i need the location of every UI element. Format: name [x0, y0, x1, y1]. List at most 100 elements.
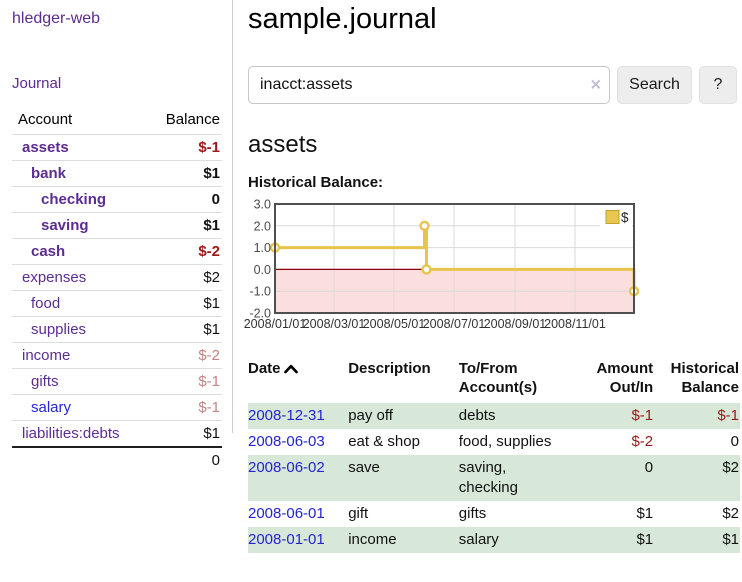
account-row: gifts $-1	[12, 368, 222, 395]
transaction-row: 2008-06-01 gift gifts $1 $2	[248, 501, 740, 527]
account-link[interactable]: cash	[31, 243, 66, 260]
transaction-balance: $2	[722, 459, 739, 476]
transaction-date-link[interactable]: 2008-06-01	[248, 505, 325, 522]
accounts-header-account: Account	[18, 111, 73, 128]
transaction-date-cell: 2008-12-31	[248, 403, 348, 429]
transaction-row: 2008-01-01 income salary $1 $1	[248, 527, 740, 553]
account-link[interactable]: food	[31, 295, 61, 312]
y-axis-tick-label: -1.0	[249, 285, 271, 299]
account-link[interactable]: supplies	[31, 321, 87, 338]
account-link[interactable]: checking	[41, 191, 107, 208]
account-row: income $-2	[12, 342, 222, 369]
register-header-row: Date Description To/From Account(s) Amou…	[248, 357, 740, 403]
account-balance: $-2	[145, 238, 222, 265]
y-axis-tick-label: -2.0	[249, 307, 271, 321]
help-button[interactable]: ?	[699, 66, 737, 104]
account-link[interactable]: bank	[31, 165, 67, 182]
transaction-date-cell: 2008-06-03	[248, 429, 348, 455]
account-row: checking 0	[12, 186, 222, 213]
transaction-accounts: food, supplies	[458, 433, 552, 450]
chart-title: Historical Balance:	[248, 174, 384, 191]
y-axis-tick-label: 2.0	[254, 219, 271, 233]
sidebar-item-journal[interactable]: Journal	[12, 75, 62, 92]
transaction-description: eat & shop	[348, 433, 420, 450]
account-balance: 0	[145, 186, 222, 213]
search-form: × Search ?	[248, 66, 740, 104]
account-link[interactable]: liabilities:debts	[22, 425, 120, 442]
account-row: saving $1	[12, 212, 222, 239]
search-input-wrap: ×	[248, 66, 610, 104]
search-input[interactable]	[248, 66, 610, 104]
y-axis-tick-label: 0.0	[254, 263, 271, 277]
register-table-body: 2008-12-31 pay off debts $-1 $-1 2008-06-03 ea…	[248, 403, 740, 553]
account-row: supplies $1	[12, 316, 222, 343]
x-axis-tick-label: 2008/05/01	[363, 317, 426, 331]
app-title-link[interactable]: hledger-web	[12, 10, 101, 27]
account-balance: $-1	[145, 394, 222, 421]
account-row: bank $1	[12, 160, 222, 187]
transaction-description: pay off	[348, 407, 393, 424]
transaction-accounts: debts	[458, 407, 496, 424]
transaction-amount: $1	[636, 505, 654, 522]
accounts-header-balance: Balance	[165, 111, 220, 128]
accounts-total-row: 0	[12, 446, 222, 473]
x-axis-tick-label: 2008/01/01	[244, 317, 307, 331]
search-button[interactable]: Search	[617, 66, 692, 104]
historical-balance-chart: $3.0 2.0 1.0 0.0 -1.0 -2.02008/01/012008/03/0…	[244, 198, 640, 331]
transaction-balance: $1	[722, 531, 739, 548]
x-axis-tick-label: 2008/09/01	[484, 317, 547, 331]
transaction-amount: $-1	[631, 407, 654, 424]
account-balance: $2	[145, 264, 222, 291]
chart-border	[274, 203, 635, 314]
x-axis-tick-label: 2008/07/01	[423, 317, 486, 331]
account-link[interactable]: expenses	[22, 269, 87, 286]
legend-label: $	[621, 210, 629, 225]
transaction-amount: $-2	[631, 433, 654, 450]
x-axis-tick-label: 2008/03/01	[303, 317, 366, 331]
transaction-date-cell: 2008-06-01	[248, 501, 348, 527]
transaction-accounts: saving, checking	[458, 459, 518, 496]
transaction-description: save	[348, 459, 380, 476]
account-link[interactable]: salary	[31, 399, 72, 416]
transaction-row: 2008-12-31 pay off debts $-1 $-1	[248, 403, 740, 429]
transaction-row: 2008-06-02 save saving, checking 0 $2	[248, 455, 740, 501]
account-row: expenses $2	[12, 264, 222, 291]
register-header-description: Description	[348, 360, 431, 377]
transaction-amount: $1	[636, 531, 654, 548]
sort-ascending-icon	[283, 360, 298, 379]
transaction-amount: 0	[644, 459, 654, 476]
accounts-table: Account Balance assets $-1 bank $1 checking 0…	[12, 108, 222, 473]
transaction-date-link[interactable]: 2008-06-03	[248, 433, 325, 450]
account-row: assets $-1	[12, 134, 222, 161]
account-link[interactable]: gifts	[31, 373, 59, 390]
accounts-total-balance: 0	[145, 446, 222, 473]
accounts-table-header: Account Balance	[12, 108, 222, 135]
transaction-row: 2008-06-03 eat & shop food, supplies $-2 0	[248, 429, 740, 455]
page-title: sample.journal	[248, 3, 437, 35]
account-link[interactable]: income	[22, 347, 71, 364]
transaction-description: income	[348, 531, 397, 548]
account-balance: $1	[145, 160, 222, 187]
account-row: liabilities:debts $1	[12, 420, 222, 447]
account-balance: $1	[145, 212, 222, 239]
transaction-date-link[interactable]: 2008-12-31	[248, 407, 325, 424]
account-balance: $-1	[145, 134, 222, 161]
account-row: food $1	[12, 290, 222, 317]
transaction-date-link[interactable]: 2008-06-02	[248, 459, 325, 476]
transaction-date-cell: 2008-01-01	[248, 527, 348, 553]
transaction-accounts: salary	[458, 531, 499, 548]
clear-search-icon[interactable]: ×	[590, 74, 601, 95]
account-balance: $1	[145, 316, 222, 343]
account-link[interactable]: assets	[22, 139, 69, 156]
y-axis-tick-label: 1.0	[254, 241, 271, 255]
account-row: cash $-2	[12, 238, 222, 265]
transaction-date-link[interactable]: 2008-01-01	[248, 531, 325, 548]
main-content: sample.journal × Search ? assets Histori…	[244, 0, 740, 553]
register-table: Date Description To/From Account(s) Amou…	[248, 357, 740, 553]
account-link[interactable]: saving	[41, 217, 89, 234]
account-heading: assets	[248, 131, 318, 158]
register-header-date[interactable]: Date	[248, 357, 348, 403]
register-header-amount: Amount Out/In	[596, 360, 654, 396]
sidebar: hledger-web Journal Account Balance asse…	[0, 0, 233, 473]
account-balance: $-2	[145, 342, 222, 369]
